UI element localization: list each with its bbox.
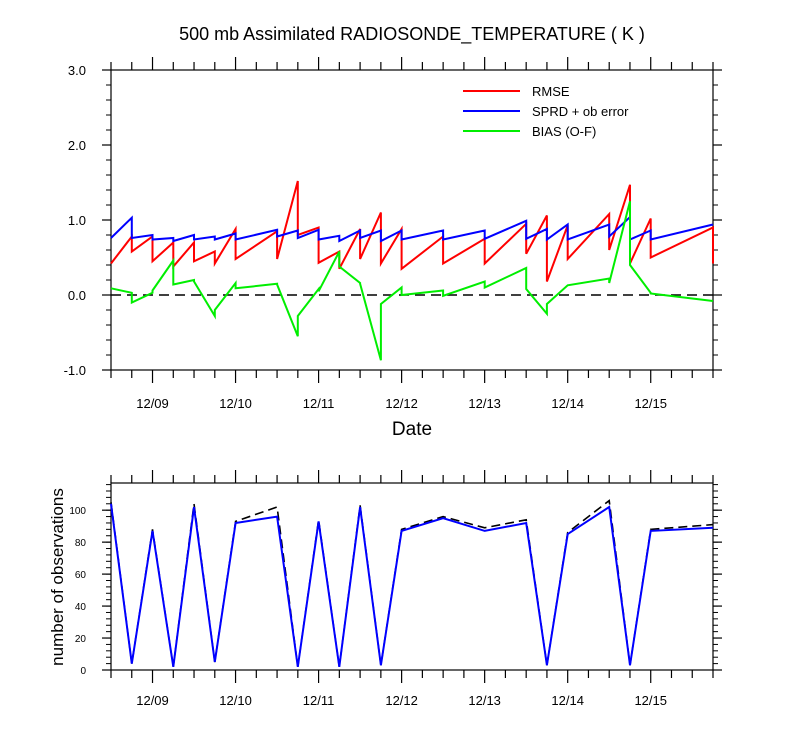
bottom-panel: 100 80 60 40 20 0 12/09 12/10 12/11 12/12 12/13 12/… — [69, 470, 722, 708]
top-x-tick-label: 12/14 — [551, 396, 584, 411]
legend-rmse-label: RMSE — [532, 84, 570, 99]
bottom-x-tick-label: 12/11 — [303, 693, 335, 708]
bottom-y-tick-label: 100 — [69, 506, 86, 517]
x-axis-label: Date — [392, 419, 432, 440]
bottom-y-tick-label: 60 — [75, 570, 87, 581]
top-x-tick-label: 12/15 — [634, 396, 667, 411]
top-x-tick-label: 12/10 — [219, 396, 252, 411]
y-axis-label: number of observations — [48, 488, 67, 666]
bottom-plot-frame — [110, 482, 714, 671]
top-x-tick-label: 12/13 — [468, 396, 501, 411]
obs-total-series-line — [110, 499, 714, 667]
bottom-y-tick-label: 0 — [80, 666, 86, 677]
bottom-x-tick-label: 12/10 — [219, 693, 252, 708]
legend-spread-label: SPRD + ob error — [532, 104, 629, 119]
legend-bias-label: BIAS (O-F) — [532, 124, 596, 139]
top-y-tick-label: 3.0 — [68, 63, 86, 78]
bottom-y-tick-label: 80 — [75, 538, 87, 549]
bias-series-line — [110, 201, 714, 361]
top-x-tick-label: 12/09 — [136, 396, 169, 411]
bottom-x-tick-label: 12/15 — [634, 693, 667, 708]
bottom-x-tick-label: 12/13 — [468, 693, 501, 708]
top-panel: 3.0 2.0 1.0 0.0 -1.0 12/09 12/10 12/11 12/12 12/1… — [64, 57, 722, 411]
top-y-tick-label: 2.0 — [68, 138, 86, 153]
top-x-tick-label: 12/12 — [385, 396, 418, 411]
obs-assimilated-series-line — [110, 503, 714, 667]
top-x-tick-label: 12/11 — [303, 396, 335, 411]
bottom-y-tick-label: 40 — [75, 602, 87, 613]
top-y-tick-label: -1.0 — [64, 363, 86, 378]
chart-title: 500 mb Assimilated RADIOSONDE_TEMPERATUR… — [179, 24, 645, 45]
top-y-tick-label: 0.0 — [68, 288, 86, 303]
bottom-y-tick-label: 20 — [75, 634, 87, 645]
spread-series-line — [110, 214, 714, 243]
bottom-x-tick-label: 12/12 — [385, 693, 418, 708]
top-y-tick-label: 1.0 — [68, 213, 86, 228]
bottom-x-tick-label: 12/14 — [551, 693, 584, 708]
bottom-x-tick-label: 12/09 — [136, 693, 169, 708]
